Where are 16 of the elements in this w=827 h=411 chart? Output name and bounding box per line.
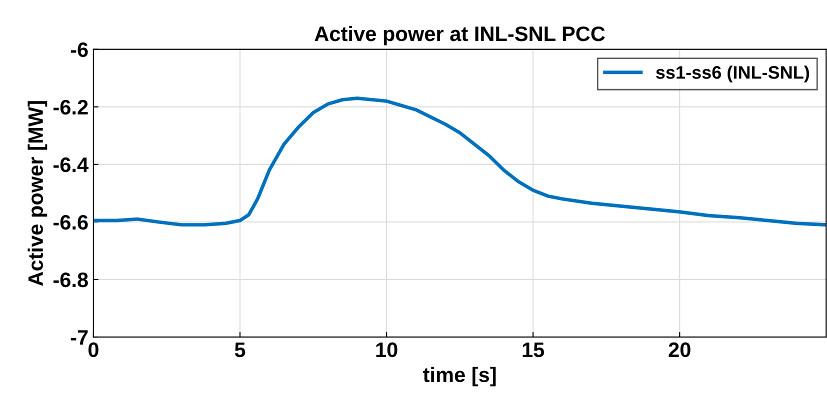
legend-label: ss1-ss6 (INL-SNL) bbox=[656, 66, 810, 82]
line-series bbox=[93, 96, 826, 227]
y-tick-label: -6.4 bbox=[54, 157, 88, 172]
x-tick-label: 0 bbox=[88, 342, 98, 358]
x-axis-title: time [s] bbox=[423, 366, 496, 386]
y-tick-label: -6.6 bbox=[54, 214, 88, 230]
x-tick-label: 5 bbox=[234, 342, 246, 358]
y-tick-label: -6 bbox=[70, 42, 88, 58]
y-axis-title: Active power [MW] bbox=[28, 101, 48, 286]
x-tick-label: 15 bbox=[522, 342, 544, 358]
y-tick-label: -6.2 bbox=[54, 100, 88, 115]
y-tick-label: -7 bbox=[70, 330, 88, 345]
chart-title: Active power at INL-SNL PCC bbox=[314, 26, 605, 46]
x-tick-label: 10 bbox=[376, 342, 398, 358]
x-tick-label: 20 bbox=[668, 342, 690, 358]
y-tick-label: -6.8 bbox=[54, 272, 88, 288]
